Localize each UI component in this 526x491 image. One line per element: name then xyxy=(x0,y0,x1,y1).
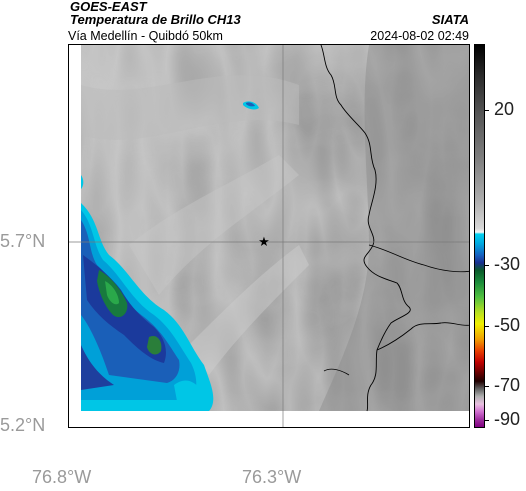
colorbar-tick-label: -90 xyxy=(494,409,521,429)
light-band xyxy=(189,245,309,375)
colorbar-tick-label: -30 xyxy=(494,254,521,274)
dark-region xyxy=(319,45,469,411)
light-band xyxy=(129,155,299,295)
light-band xyxy=(81,75,299,140)
brightness-temperature-map: ★ xyxy=(69,45,469,427)
department-boundary xyxy=(323,368,350,376)
colorbar-tick-label: -50 xyxy=(494,315,521,335)
latitude-label: 5.2°N xyxy=(0,415,46,435)
department-boundary xyxy=(440,322,469,326)
map-panel[interactable]: ★ xyxy=(68,44,470,428)
colorbar xyxy=(474,44,485,428)
colorbar-tick-label: -70 xyxy=(494,375,521,395)
satellite-title: GOES-EAST xyxy=(70,0,147,14)
colorbar-tickmark xyxy=(485,386,489,387)
road-subtitle: Vía Medellín - Quibdó 50km xyxy=(68,29,223,43)
department-boundary xyxy=(376,322,442,351)
longitude-label: 76.3°W xyxy=(242,467,302,487)
product-title: Temperatura de Brillo CH13 xyxy=(70,12,241,27)
colorbar-tickmark xyxy=(485,326,489,327)
colorbar-tickmark xyxy=(485,265,489,266)
colorbar-tickmark xyxy=(485,420,489,421)
colorbar-tickmark xyxy=(485,110,489,111)
longitude-label: 76.8°W xyxy=(32,467,92,487)
datetime-label: 2024-08-02 02:49 xyxy=(370,29,469,43)
latitude-label: 5.7°N xyxy=(0,231,46,251)
organization-label: SIATA xyxy=(431,12,469,27)
colorbar-tick-label: 20 xyxy=(494,99,515,119)
department-boundary xyxy=(368,244,469,273)
star-marker: ★ xyxy=(258,235,270,250)
cold-cloud-system xyxy=(81,101,259,411)
department-boundary xyxy=(320,45,411,412)
